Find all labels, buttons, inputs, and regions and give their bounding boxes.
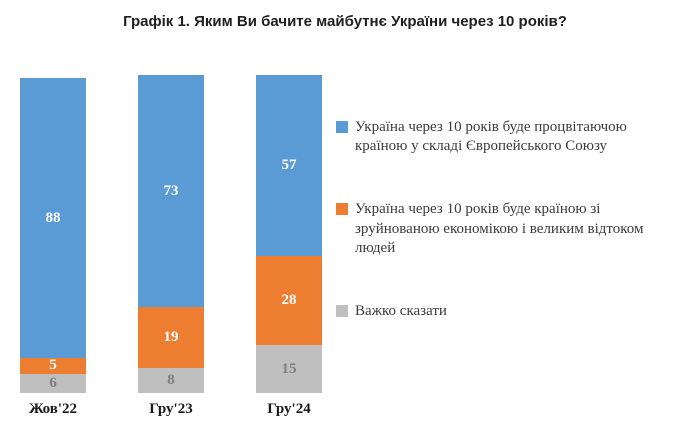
stacked-bar: 88 5 6	[20, 75, 86, 393]
bar-segment: 28	[256, 256, 322, 346]
stacked-bar: 57 28 15	[256, 75, 322, 393]
bar-segment: 57	[256, 75, 322, 257]
bar-segment: 15	[256, 345, 322, 393]
legend-label: Важко сказати	[355, 302, 447, 319]
bar-value-label: 15	[281, 360, 297, 377]
bar-segment: 6	[20, 373, 86, 393]
category-label: Гру'23	[149, 401, 193, 417]
legend-swatch-icon	[336, 203, 348, 216]
bar-value-label: 28	[281, 292, 297, 309]
legend-swatch-icon	[336, 121, 348, 133]
bar-segment: 88	[20, 78, 86, 359]
legend-item: Важко сказати	[336, 302, 680, 321]
bar-value-label: 73	[163, 182, 179, 199]
legend-item: Україна через 10 років буде процвітаючою…	[336, 118, 680, 156]
bar-segment: 8	[138, 367, 204, 393]
bar-value-label: 19	[163, 328, 179, 345]
bar-segment: 5	[20, 358, 86, 374]
bar-segment: 19	[138, 307, 204, 368]
stacked-bar: 73 19 8	[138, 75, 204, 393]
category-label: Жов'22	[28, 401, 78, 417]
bar-value-label: 57	[281, 157, 297, 174]
bar-segment: 73	[138, 75, 204, 308]
category-label: Гру'24	[267, 401, 311, 417]
bars-plot-area: 88 5 6 Жов'22 73 19 8 Гру'23 57 28 15 Гру'24	[20, 75, 322, 418]
bar-value-label: 5	[49, 357, 57, 374]
chart-title: Графік 1. Яким Ви бачите майбутнє Україн…	[123, 13, 567, 30]
bar-value-label: 88	[45, 209, 61, 226]
legend-label: Україна через 10 років буде країною зі з…	[355, 201, 644, 256]
legend-swatch-icon	[336, 304, 348, 317]
legend-label: Україна через 10 років буде процвітаючою…	[355, 119, 627, 155]
bar-value-label: 6	[49, 374, 57, 391]
legend: Україна через 10 років буде процвітаючою…	[336, 118, 680, 365]
bar-group: 73 19 8 Гру'23	[138, 75, 204, 418]
bar-value-label: 8	[167, 371, 175, 388]
bar-group: 57 28 15 Гру'24	[256, 75, 322, 418]
bar-group: 88 5 6 Жов'22	[20, 75, 86, 418]
legend-item: Україна через 10 років буде країною зі з…	[336, 200, 680, 258]
